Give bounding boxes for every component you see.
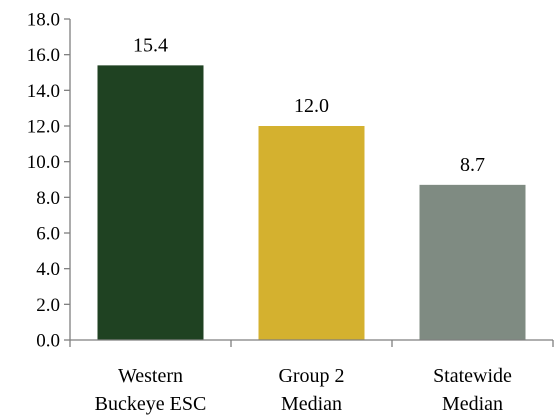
x-category-label: Western <box>118 365 183 387</box>
x-category-label: Median <box>281 393 342 415</box>
bar <box>419 184 526 340</box>
y-tick-label: 6.0 <box>36 224 60 245</box>
data-label: 15.4 <box>133 34 168 56</box>
y-tick-label: 18.0 <box>27 10 60 31</box>
x-category-label: Group 2 <box>278 365 344 387</box>
y-tick-label: 4.0 <box>36 259 60 280</box>
x-category-label: Buckeye ESC <box>95 393 207 415</box>
bars: 15.4 12.0 8.7 <box>97 34 526 340</box>
x-category-label: Statewide <box>433 365 512 387</box>
data-label: 8.7 <box>460 154 485 176</box>
data-label: 12.0 <box>294 95 329 117</box>
x-axis: Western Buckeye ESC Group 2 Median Statewide… <box>69 339 554 415</box>
y-tick-label: 10.0 <box>27 152 60 173</box>
y-tick-label: 8.0 <box>36 188 60 209</box>
y-tick-label: 12.0 <box>27 117 60 138</box>
y-tick-label: 16.0 <box>27 45 60 66</box>
y-axis: 0.0 2.0 4.0 6.0 8.0 10.0 12.0 14.0 16.0 18.0 <box>27 10 71 352</box>
y-tick-label: 2.0 <box>36 295 60 316</box>
bar <box>97 65 204 340</box>
bar <box>258 126 365 340</box>
x-category-label: Median <box>442 393 503 415</box>
y-tick-label: 0.0 <box>36 331 60 352</box>
y-tick-label: 14.0 <box>27 81 60 102</box>
